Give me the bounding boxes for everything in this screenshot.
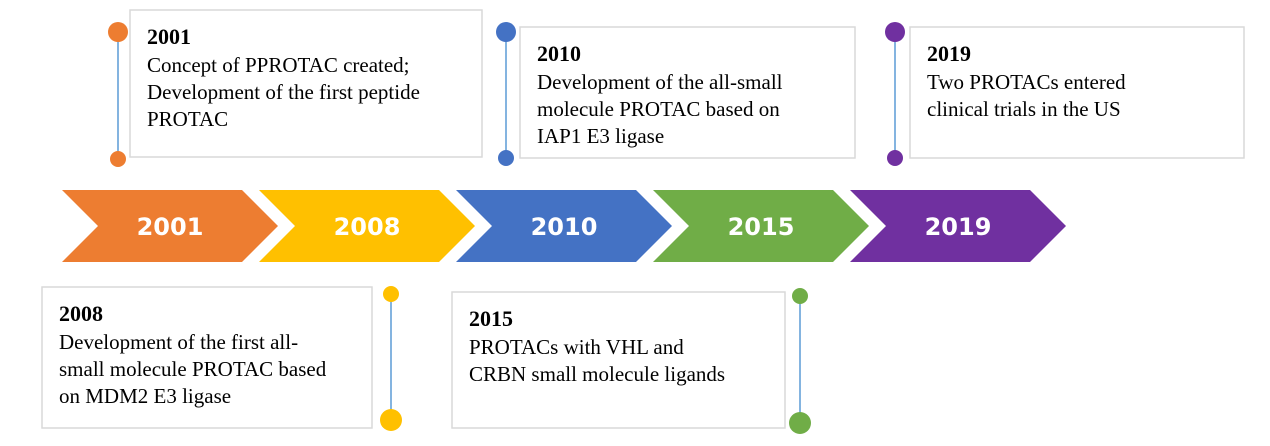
chevron-label: 2015 xyxy=(728,213,795,241)
event-text: IAP1 E3 ligase xyxy=(537,124,664,148)
event-text: Two PROTACs entered xyxy=(927,70,1126,94)
pin-dot xyxy=(108,22,128,42)
pin-dot xyxy=(792,288,808,304)
event-box xyxy=(519,26,856,159)
event-year: 2008 xyxy=(59,301,103,326)
chevron xyxy=(456,190,672,262)
pin-dot xyxy=(383,286,399,302)
chevron-label: 2010 xyxy=(531,213,598,241)
chevron xyxy=(850,190,1066,262)
pin-dot xyxy=(380,409,402,431)
event-year: 2015 xyxy=(469,306,513,331)
pin-dot xyxy=(110,151,126,167)
pin-dot xyxy=(887,150,903,166)
event-box xyxy=(129,9,483,158)
event-text: Development of the first peptide xyxy=(147,80,420,104)
chevron-label: 2001 xyxy=(137,213,204,241)
event-year: 2001 xyxy=(147,24,191,49)
event-text: Concept of PPROTAC created; xyxy=(147,53,410,77)
event-text: Development of the first all- xyxy=(59,330,298,354)
event-year: 2010 xyxy=(537,41,581,66)
pin-dot xyxy=(789,412,811,434)
event-text: clinical trials in the US xyxy=(927,97,1121,121)
pin-dot xyxy=(885,22,905,42)
chevron xyxy=(653,190,869,262)
chevron xyxy=(259,190,475,262)
event-text: on MDM2 E3 ligase xyxy=(59,384,231,408)
event-text: PROTACs with VHL and xyxy=(469,335,684,359)
event-box xyxy=(451,291,786,429)
event-year: 2019 xyxy=(927,41,971,66)
event-text: PROTAC xyxy=(147,107,228,131)
pin-dot xyxy=(498,150,514,166)
event-text: CRBN small molecule ligands xyxy=(469,362,725,386)
event-text: small molecule PROTAC based xyxy=(59,357,327,381)
event-box xyxy=(41,286,373,429)
event-box xyxy=(909,26,1245,159)
chevron-label: 2008 xyxy=(334,213,401,241)
pin-dot xyxy=(496,22,516,42)
event-text: Development of the all-small xyxy=(537,70,783,94)
chevron-label: 2019 xyxy=(925,213,992,241)
chevron xyxy=(62,190,278,262)
event-text: molecule PROTAC based on xyxy=(537,97,780,121)
